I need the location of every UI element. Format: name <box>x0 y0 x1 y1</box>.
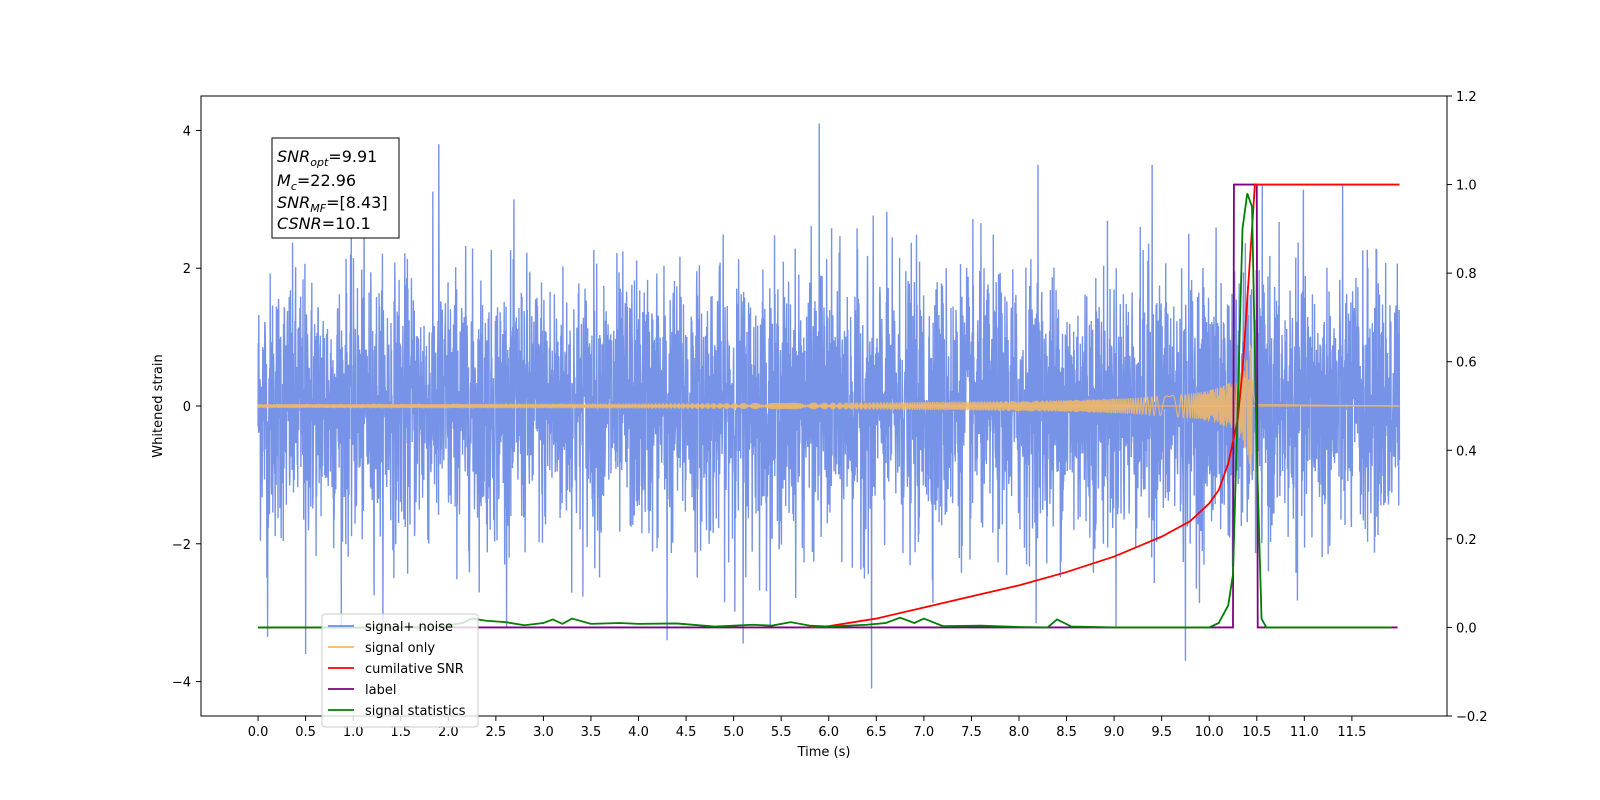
y-tick-label: −4 <box>172 676 191 691</box>
x-tick-label: 10.5 <box>1242 725 1271 740</box>
chart-marks <box>257 123 1401 689</box>
series-cumilative-snr-line <box>809 183 1400 629</box>
legend-entry-label: label <box>365 683 396 698</box>
annotation-csnr: CSNR=10.1 <box>277 214 371 233</box>
x-tick-label: 9.5 <box>1151 725 1172 740</box>
y-tick-label: −2 <box>172 538 191 553</box>
x-tick-label: 1.5 <box>390 725 411 740</box>
x-tick-label: 2.0 <box>438 725 459 740</box>
legend-entry-label: signal only <box>365 641 435 656</box>
y-axis-title: Whitened strain <box>151 354 166 457</box>
x-tick-label: 11.5 <box>1337 725 1366 740</box>
x-axis-title: Time (s) <box>797 745 851 760</box>
x-tick-label: 4.5 <box>676 725 697 740</box>
x-tick-label: 11.0 <box>1290 725 1319 740</box>
legend: signal+ noise signal only cumilative SNR la… <box>321 613 479 728</box>
x-tick-label: 9.0 <box>1104 725 1125 740</box>
y-tick-label: 2 <box>183 262 191 277</box>
series-signal-noise-line <box>257 123 1401 689</box>
series-signal-statistics-line <box>258 193 1392 629</box>
x-tick-label: 0.5 <box>295 725 316 740</box>
x-tick-label: 1.0 <box>343 725 364 740</box>
legend-entry-label: signal+ noise <box>365 620 453 635</box>
x-tick-label: 6.0 <box>818 725 839 740</box>
x-tick-label: 3.5 <box>581 725 602 740</box>
annotation-frame <box>271 137 400 239</box>
x-tick-label: 2.5 <box>486 725 507 740</box>
y-tick-label: 0 <box>183 400 191 415</box>
x-tick-label: 4.0 <box>628 725 649 740</box>
y2-tick-label: 1.0 <box>1456 179 1477 194</box>
x-tick-label: 7.5 <box>961 725 982 740</box>
annotation-snr-mf: SNRMF=[8.43] <box>277 193 388 215</box>
x-tick-label: 8.5 <box>1056 725 1077 740</box>
x-tick-label: 3.0 <box>533 725 554 740</box>
x-tick-label: 5.5 <box>771 725 792 740</box>
annotation-snr-opt: SNRopt=9.91 <box>277 147 377 169</box>
y2-tick-label: 0.6 <box>1456 356 1477 371</box>
x-tick-label: 7.0 <box>914 725 935 740</box>
legend-frame <box>321 613 479 728</box>
annotation-mc: Mc=22.96 <box>277 171 356 193</box>
y2-tick-label: 0.8 <box>1456 267 1477 282</box>
y2-tick-label: 0.0 <box>1456 621 1477 636</box>
axes: 0.0 0.5 1.0 1.5 2.0 2.5 3.0 3.5 4.0 4.5 5.0 5.5 6.0 6… <box>172 90 1488 740</box>
y2-tick-label: 0.4 <box>1456 444 1477 459</box>
y-tick-label: 4 <box>183 124 191 139</box>
x-tick-label: 5.0 <box>723 725 744 740</box>
legend-entry-label: signal statistics <box>365 704 466 719</box>
y2-tick-label: 0.2 <box>1456 533 1477 548</box>
legend-entry-label: cumilative SNR <box>365 662 464 677</box>
y2-tick-label: −0.2 <box>1456 710 1488 725</box>
y2-tick-label: 1.2 <box>1456 90 1477 105</box>
x-tick-label: 0.0 <box>248 725 269 740</box>
x-tick-label: 10.0 <box>1195 725 1224 740</box>
x-tick-label: 6.5 <box>866 725 887 740</box>
stats-annotation-box: SNRopt=9.91 Mc=22.96 SNRMF=[8.43] CSNR=1… <box>271 137 400 239</box>
x-tick-label: 8.0 <box>1009 725 1030 740</box>
